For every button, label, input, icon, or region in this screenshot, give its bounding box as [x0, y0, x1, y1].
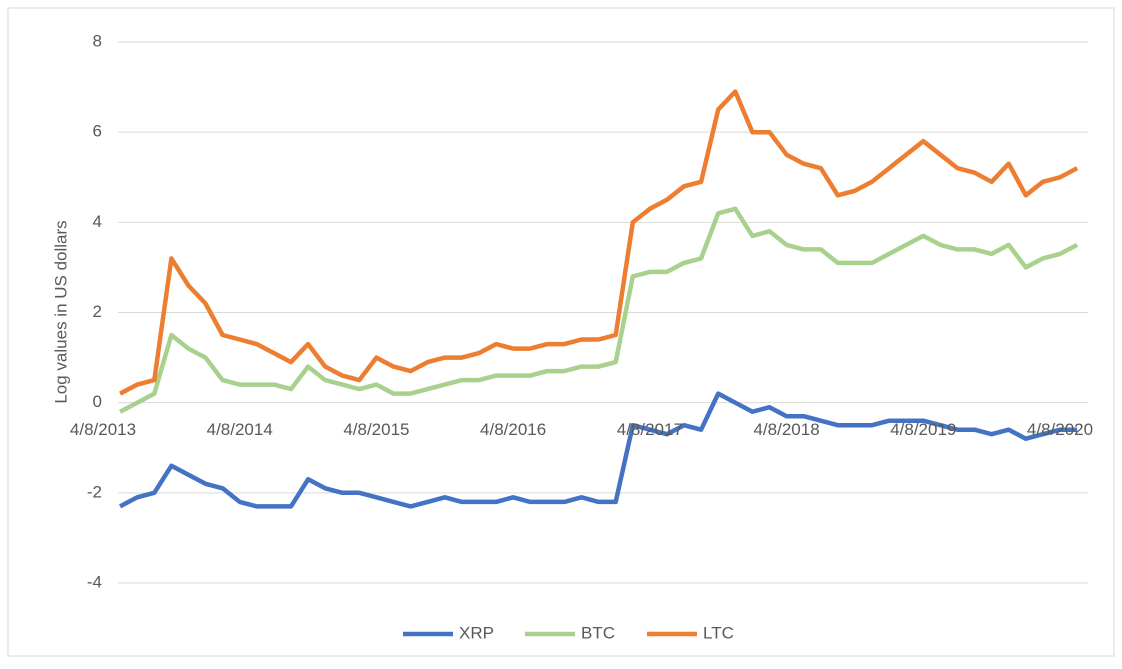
y-tick-label: 8 [93, 31, 102, 50]
y-tick-label: 4 [93, 212, 102, 231]
y-tick-label: 6 [93, 122, 102, 141]
series-line [119, 206, 1079, 414]
y-tick-label: -4 [87, 572, 102, 591]
series-line [119, 89, 1079, 396]
x-tick-label: 4/8/2018 [753, 420, 819, 439]
chart-frame [7, 7, 1115, 657]
x-tick-label: 4/8/2017 [617, 420, 683, 439]
x-tick-label: 4/8/2020 [1027, 420, 1093, 439]
legend-label: XRP [459, 623, 494, 642]
y-tick-label: 0 [93, 392, 102, 411]
legend-label: BTC [581, 623, 615, 642]
x-tick-label: 4/8/2015 [343, 420, 409, 439]
x-tick-label: 4/8/2014 [207, 420, 273, 439]
y-tick-label: 2 [93, 302, 102, 321]
x-tick-label: 4/8/2013 [70, 420, 136, 439]
series-line [119, 391, 1078, 509]
y-tick-label: -2 [87, 482, 102, 501]
x-tick-label: 4/8/2019 [890, 420, 956, 439]
y-axis-label: Log values in US dollars [51, 220, 70, 403]
x-tick-label: 4/8/2016 [480, 420, 546, 439]
legend-label: LTC [703, 623, 734, 642]
